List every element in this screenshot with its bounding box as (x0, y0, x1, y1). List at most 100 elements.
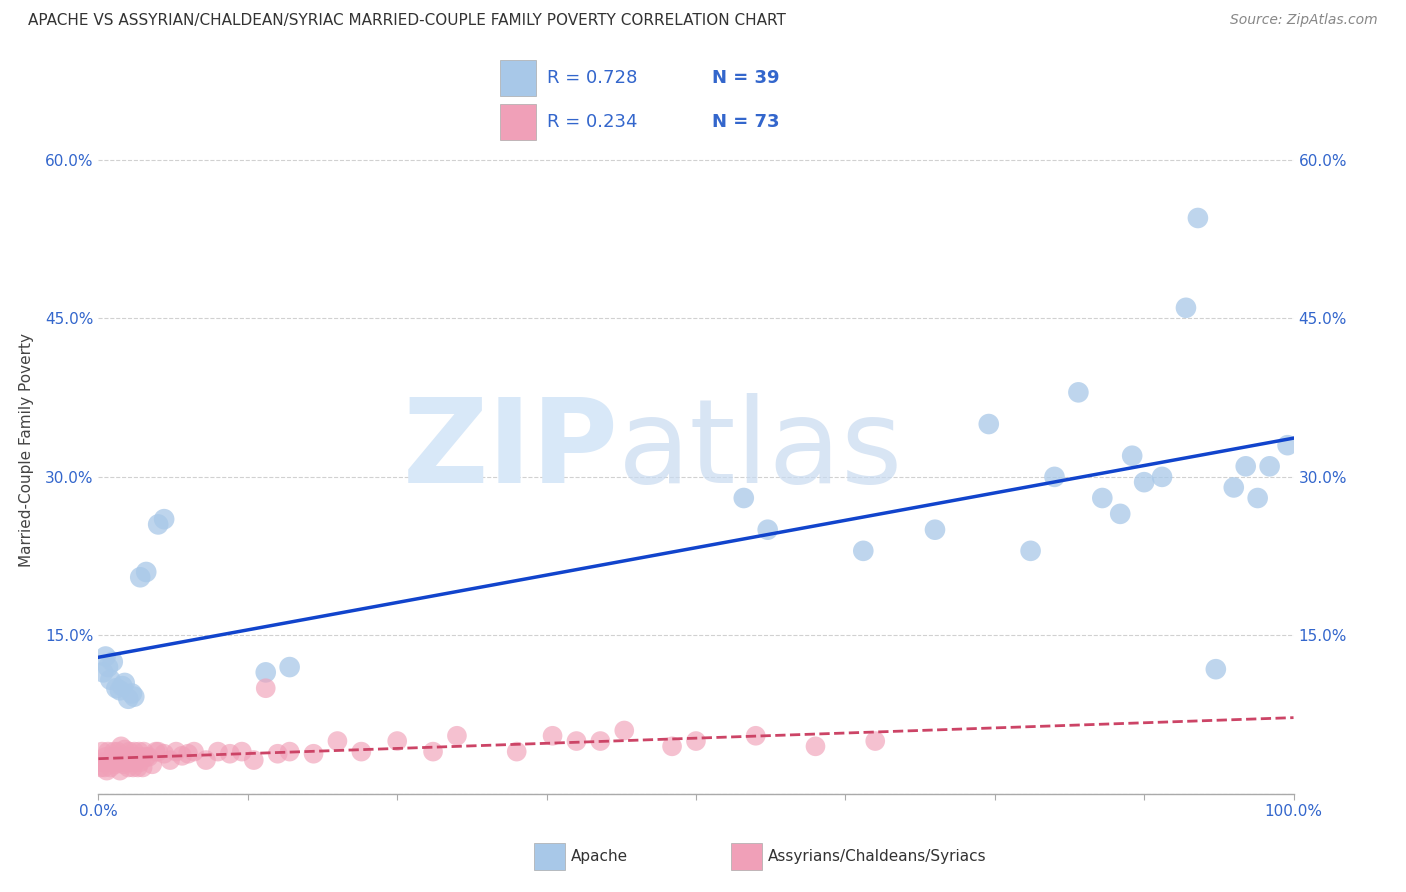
Point (267, 747, 290, 761)
Point (148, 517, 170, 532)
Point (115, 750, 138, 764)
Point (977, 417, 1000, 431)
Point (385, 734, 409, 748)
Text: R = 0.234: R = 0.234 (547, 113, 638, 131)
Point (97, 660, 120, 674)
Bar (499, 60, 536, 95)
Point (131, 760, 153, 774)
Point (124, 745, 146, 759)
Point (122, 760, 145, 774)
Point (153, 512, 176, 526)
Point (1246, 491, 1268, 505)
Point (101, 655, 124, 669)
Point (127, 760, 149, 774)
Point (1091, 491, 1114, 505)
Y-axis label: Married-Couple Family Poverty: Married-Couple Family Poverty (18, 334, 34, 567)
Text: N = 39: N = 39 (711, 69, 779, 87)
Text: Apache: Apache (571, 849, 628, 863)
Point (96, 764, 118, 778)
Point (1187, 211, 1209, 225)
Text: APACHE VS ASSYRIAN/CHALDEAN/SYRIAC MARRIED-COUPLE FAMILY POVERTY CORRELATION CHA: APACHE VS ASSYRIAN/CHALDEAN/SYRIAC MARRI… (28, 13, 786, 29)
Point (1234, 459, 1257, 474)
Point (1205, 662, 1227, 676)
Point (1258, 459, 1281, 474)
Point (733, 491, 755, 505)
Point (446, 729, 468, 743)
Point (1121, 449, 1143, 463)
Point (177, 747, 200, 761)
Point (254, 665, 277, 680)
Point (194, 753, 218, 767)
Point (128, 745, 150, 759)
Text: R = 0.728: R = 0.728 (547, 69, 637, 87)
Point (1067, 385, 1090, 400)
Point (153, 747, 176, 761)
Point (101, 750, 124, 764)
Point (98, 755, 121, 769)
Point (121, 686, 143, 700)
Text: N = 73: N = 73 (711, 113, 779, 131)
Point (118, 745, 141, 759)
Point (112, 757, 135, 772)
Point (129, 570, 152, 584)
Point (1277, 438, 1299, 452)
Point (1109, 507, 1132, 521)
Point (231, 745, 253, 759)
Point (183, 745, 205, 759)
Point (243, 753, 266, 767)
Point (924, 523, 946, 537)
Point (1175, 301, 1198, 315)
Point (108, 764, 131, 778)
Text: Assyrians/Chaldeans/Syriacs: Assyrians/Chaldeans/Syriacs (768, 849, 986, 863)
Point (541, 729, 564, 743)
Point (804, 739, 827, 754)
Point (114, 676, 136, 690)
Point (91, 665, 114, 680)
Point (94, 649, 117, 664)
Point (852, 544, 875, 558)
Point (89, 755, 111, 769)
Point (124, 755, 146, 769)
Point (104, 757, 127, 772)
Text: Source: ZipAtlas.com: Source: ZipAtlas.com (1230, 13, 1378, 28)
Point (863, 734, 887, 748)
Point (103, 745, 125, 759)
Point (111, 755, 134, 769)
Point (756, 523, 779, 537)
Point (114, 742, 136, 756)
Point (110, 739, 132, 754)
Point (124, 690, 146, 704)
Point (1150, 470, 1173, 484)
Point (135, 750, 157, 764)
Point (145, 745, 167, 759)
Point (105, 681, 128, 696)
Point (302, 747, 325, 761)
Point (278, 660, 301, 674)
Point (141, 757, 163, 772)
Point (93, 760, 115, 774)
Point (97, 745, 120, 759)
Point (589, 734, 612, 748)
Point (422, 745, 444, 759)
Point (98, 673, 122, 687)
Point (115, 755, 138, 769)
Point (1043, 470, 1066, 484)
Text: ZIP: ZIP (402, 393, 619, 508)
Point (172, 748, 194, 763)
Point (121, 750, 143, 764)
Point (91, 755, 114, 769)
Point (1019, 544, 1042, 558)
Point (94, 750, 117, 764)
Point (326, 734, 349, 748)
Point (165, 745, 187, 759)
Point (565, 734, 588, 748)
Point (131, 750, 153, 764)
Point (745, 729, 768, 743)
Point (148, 745, 170, 759)
Point (1222, 480, 1246, 494)
Point (120, 755, 142, 769)
Point (159, 753, 181, 767)
Bar (499, 104, 536, 140)
Text: atlas: atlas (619, 393, 904, 508)
Point (138, 750, 160, 764)
